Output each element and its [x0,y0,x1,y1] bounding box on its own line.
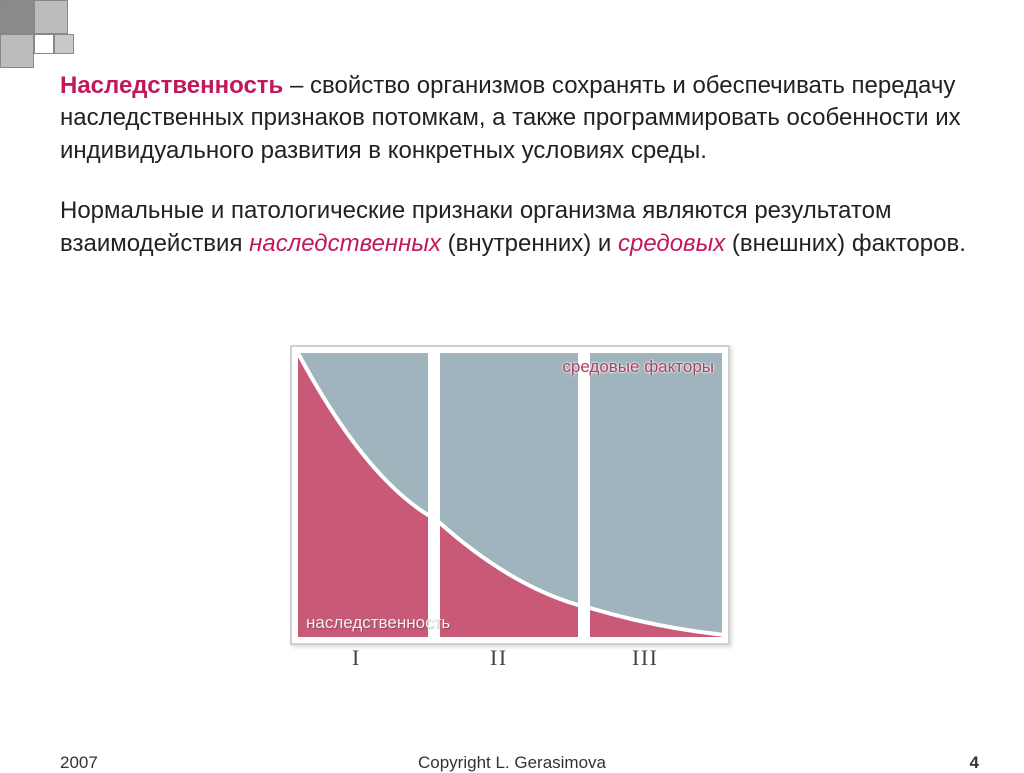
term-heredity: Наследственность [60,72,283,99]
p2-part-b: (внутренних) и [441,230,618,257]
chart-inner [298,353,722,637]
label-environmental: средовые факторы [562,357,714,377]
chart-box: средовые факторы наследственность II II … [290,345,730,645]
axis-tick: I [352,645,357,671]
p2-part-c: (внешних) факторов. [725,230,966,257]
chart-svg [298,353,722,637]
slide-content: Наследственность – свойство организмов с… [60,70,984,288]
factors-paragraph: Нормальные и патологические признаки орг… [60,195,984,260]
highlight-hereditary: наследственных [249,230,441,257]
footer-page-number: 4 [970,753,979,773]
definition-paragraph: Наследственность – свойство организмов с… [60,70,984,167]
x-axis-ticks: II II I I [292,645,728,675]
factors-chart: средовые факторы наследственность I I I I … [290,345,740,685]
highlight-environmental: средовых [618,230,725,257]
footer-copyright: Copyright L. Gerasimova [0,753,1024,773]
axis-tick: I I [490,645,504,671]
label-hereditary: наследственность [306,613,450,633]
axis-tick: I I I [632,645,655,671]
